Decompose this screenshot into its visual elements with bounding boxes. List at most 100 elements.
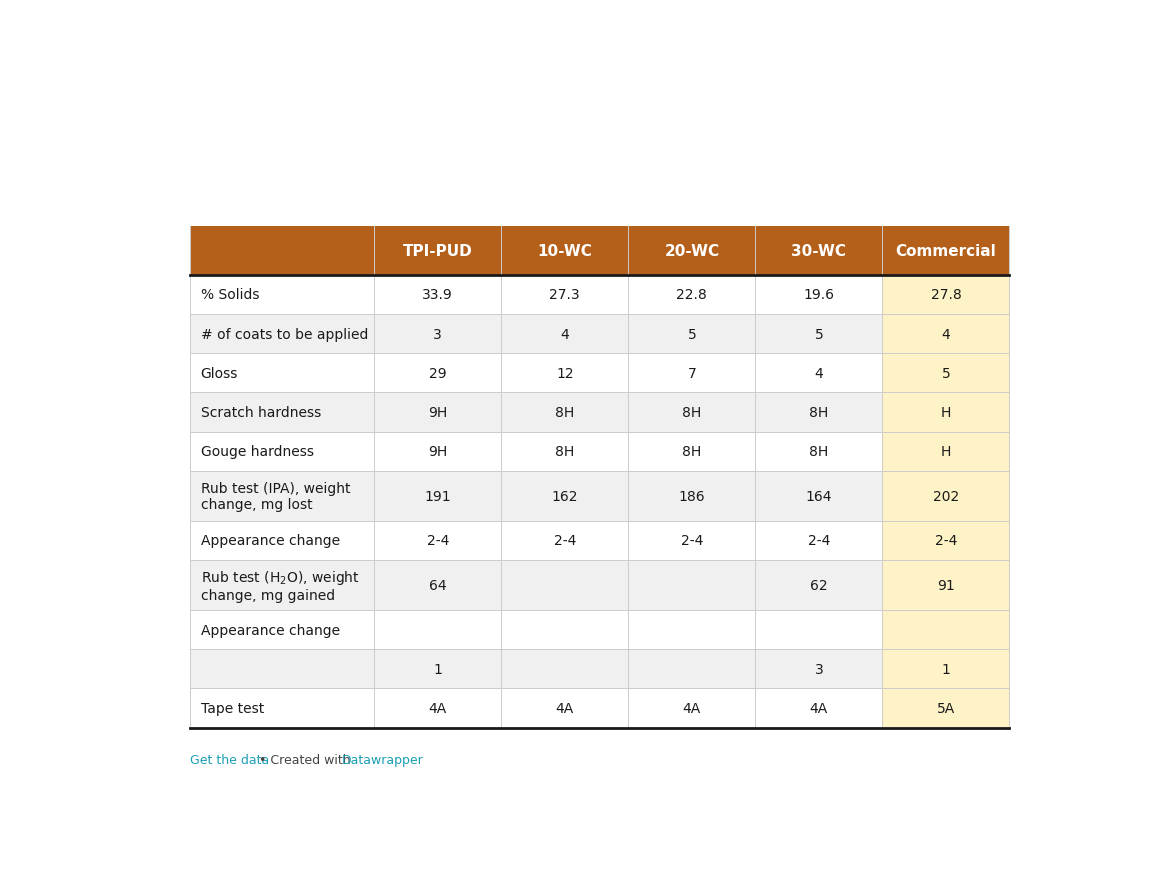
Bar [190, 610, 374, 650]
Text: 33.9: 33.9 [422, 288, 453, 302]
Text: 2-4: 2-4 [427, 534, 449, 548]
Text: Rub test (H$_2$O), weight
change, mg gained: Rub test (H$_2$O), weight change, mg gai… [201, 568, 359, 602]
Bar [501, 353, 628, 393]
Text: • Created with: • Created with [255, 753, 355, 766]
Text: 2-4: 2-4 [807, 534, 830, 548]
Bar [190, 650, 374, 688]
Text: Appearance change: Appearance change [201, 534, 339, 548]
Text: 29: 29 [429, 367, 447, 381]
Bar [501, 560, 628, 610]
Text: 5: 5 [814, 327, 824, 341]
Bar [756, 650, 882, 688]
Text: 7: 7 [688, 367, 696, 381]
Bar [882, 227, 1010, 275]
Bar [374, 393, 501, 432]
Text: Gloss: Gloss [201, 367, 238, 381]
Text: 30-WC: 30-WC [791, 244, 846, 259]
Text: 8H: 8H [810, 445, 828, 459]
Bar [190, 688, 374, 728]
Text: 4A: 4A [428, 702, 447, 716]
Text: 8H: 8H [682, 405, 702, 419]
Text: # of coats to be applied: # of coats to be applied [201, 327, 369, 341]
Bar [756, 315, 882, 353]
Bar [190, 521, 374, 560]
Bar [628, 353, 756, 393]
Bar [756, 610, 882, 650]
Bar [882, 353, 1010, 393]
Text: Tape test: Tape test [201, 702, 264, 716]
Bar [882, 521, 1010, 560]
Bar [882, 393, 1010, 432]
Text: 4: 4 [942, 327, 950, 341]
Bar [756, 560, 882, 610]
Bar [501, 393, 628, 432]
Bar [190, 275, 374, 315]
Bar [374, 227, 501, 275]
Bar [628, 650, 756, 688]
Text: 5: 5 [688, 327, 696, 341]
Text: 8H: 8H [555, 445, 574, 459]
Text: 27.8: 27.8 [930, 288, 962, 302]
Text: 91: 91 [937, 578, 955, 592]
Bar [756, 432, 882, 471]
Bar [882, 275, 1010, 315]
Bar [628, 560, 756, 610]
Bar [501, 688, 628, 728]
Bar [756, 393, 882, 432]
Text: 62: 62 [810, 578, 827, 592]
Bar [756, 471, 882, 521]
Bar [501, 275, 628, 315]
Text: 162: 162 [551, 489, 578, 503]
Text: 5A: 5A [937, 702, 955, 716]
Text: 4: 4 [814, 367, 824, 381]
Bar [628, 393, 756, 432]
Text: 2-4: 2-4 [681, 534, 703, 548]
Bar [501, 471, 628, 521]
Bar [756, 688, 882, 728]
Text: 164: 164 [806, 489, 832, 503]
Text: Datawrapper: Datawrapper [342, 753, 424, 766]
Text: 22.8: 22.8 [676, 288, 707, 302]
Text: 186: 186 [679, 489, 706, 503]
Text: % Solids: % Solids [201, 288, 259, 302]
Bar [374, 275, 501, 315]
Text: 12: 12 [556, 367, 573, 381]
Bar [882, 650, 1010, 688]
Bar [501, 315, 628, 353]
Text: 191: 191 [425, 489, 452, 503]
Bar [628, 227, 756, 275]
Bar [756, 227, 882, 275]
Text: 4A: 4A [810, 702, 828, 716]
Text: 4A: 4A [683, 702, 701, 716]
Text: Get the data: Get the data [190, 753, 269, 766]
Bar [190, 227, 374, 275]
Bar [374, 560, 501, 610]
Text: 9H: 9H [428, 445, 447, 459]
Text: 19.6: 19.6 [804, 288, 834, 302]
Text: 64: 64 [429, 578, 447, 592]
Text: 202: 202 [932, 489, 959, 503]
Text: 4: 4 [560, 327, 569, 341]
Text: 4A: 4A [556, 702, 574, 716]
Text: H: H [941, 405, 951, 419]
Bar [374, 650, 501, 688]
Bar [374, 353, 501, 393]
Text: Commercial: Commercial [895, 244, 997, 259]
Text: Appearance change: Appearance change [201, 623, 339, 637]
Bar [501, 610, 628, 650]
Bar [501, 227, 628, 275]
Text: 1: 1 [942, 662, 950, 676]
Text: 10-WC: 10-WC [537, 244, 592, 259]
Bar [882, 688, 1010, 728]
Text: 3: 3 [433, 327, 442, 341]
Bar [756, 275, 882, 315]
Bar [190, 353, 374, 393]
Bar [756, 521, 882, 560]
Bar [501, 432, 628, 471]
Bar [374, 432, 501, 471]
Text: 8H: 8H [810, 405, 828, 419]
Bar [628, 610, 756, 650]
Bar [882, 560, 1010, 610]
Text: Scratch hardness: Scratch hardness [201, 405, 321, 419]
Bar [882, 432, 1010, 471]
